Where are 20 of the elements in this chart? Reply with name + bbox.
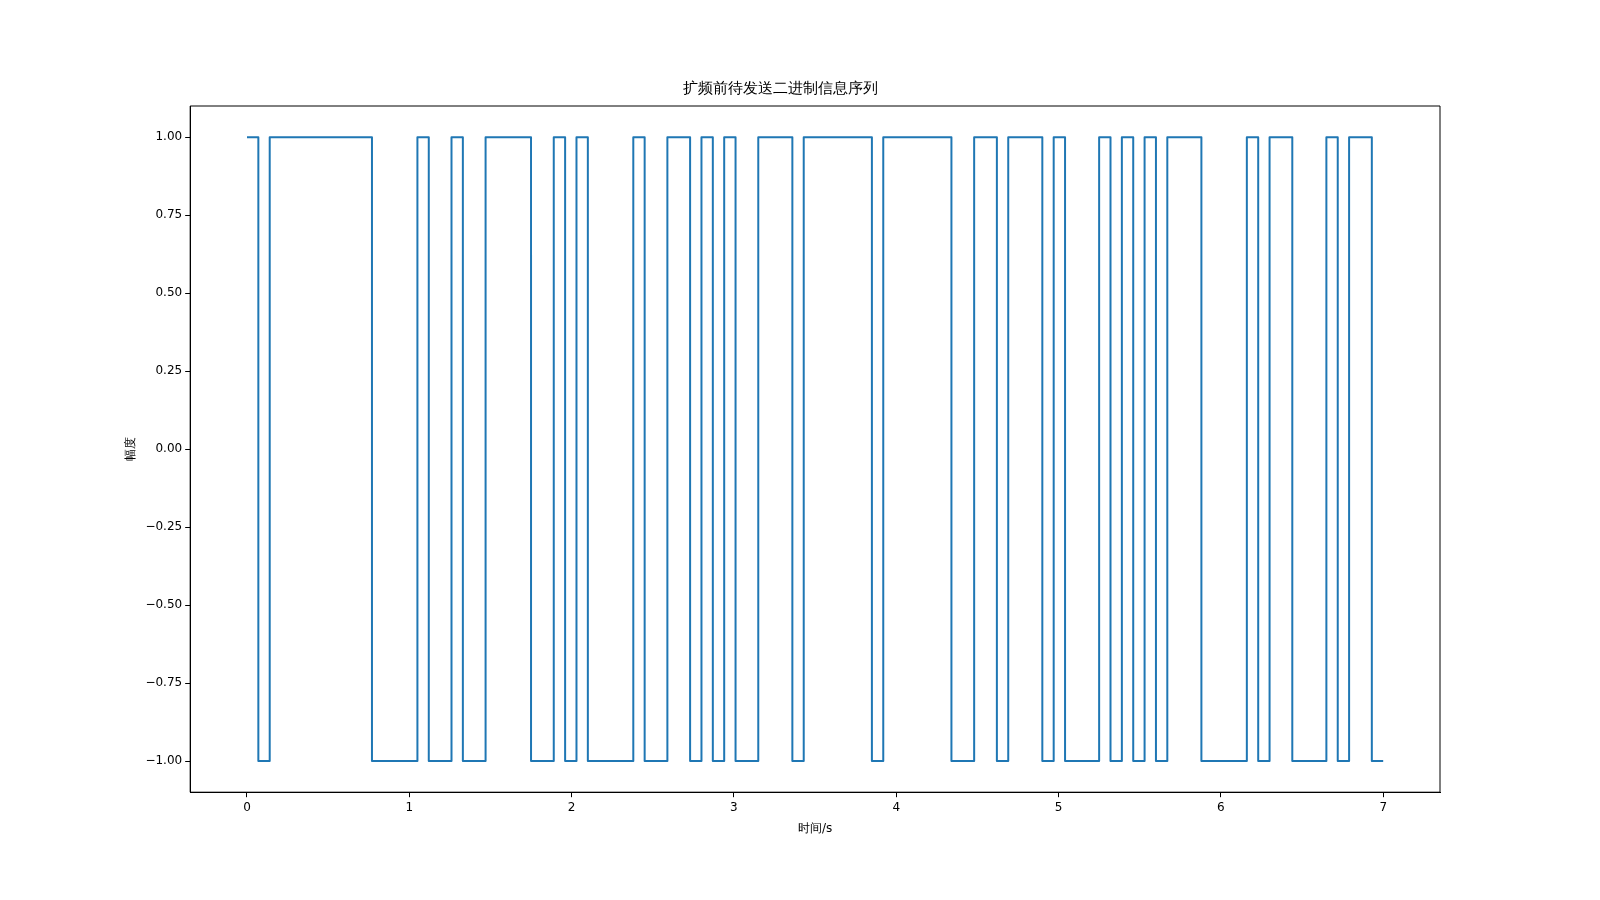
y-axis-title: 幅度 — [123, 437, 138, 462]
x-axis-title: 时间/s — [797, 820, 833, 835]
x-tick-label: 7 — [1379, 799, 1388, 814]
y-tick-label: 0.75 — [155, 207, 183, 222]
y-tick-label: −1.00 — [145, 753, 183, 768]
y-tick-label: 0.25 — [155, 363, 183, 378]
chart-title: 扩频前待发送二进制信息序列 — [682, 78, 878, 97]
y-tick-label: −0.25 — [145, 519, 183, 534]
y-tick-label: 0.50 — [155, 285, 183, 300]
x-tick-label: 0 — [243, 799, 251, 814]
y-tick-label: −0.50 — [145, 597, 183, 612]
y-tick-label: −0.75 — [145, 675, 183, 690]
x-tick-label: 3 — [730, 799, 738, 814]
x-tick-label: 1 — [405, 799, 414, 814]
y-tick-label: 0.00 — [155, 441, 183, 456]
y-tick-label: 1.00 — [155, 129, 183, 144]
x-tick-label: 2 — [567, 799, 576, 814]
x-tick-label: 6 — [1217, 799, 1225, 814]
x-tick-label: 5 — [1054, 799, 1063, 814]
x-tick-label: 4 — [892, 799, 901, 814]
